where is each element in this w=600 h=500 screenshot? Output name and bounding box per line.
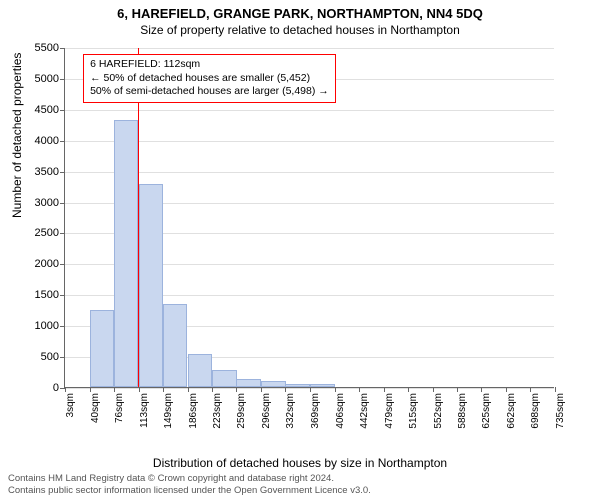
ytick-mark [60,264,65,265]
xtick-label: 3sqm [65,393,76,417]
xtick-mark [433,387,434,392]
ytick-label: 500 [41,351,59,363]
histogram-bar [114,120,139,387]
ytick-label: 5500 [35,42,59,54]
xtick-label: 40sqm [90,393,101,423]
x-axis-label: Distribution of detached houses by size … [0,456,600,470]
ytick-mark [60,141,65,142]
ytick-mark [60,203,65,204]
ytick-mark [60,172,65,173]
histogram-bar [310,384,335,387]
xtick-label: 442sqm [359,393,370,429]
ytick-mark [60,110,65,111]
xtick-mark [506,387,507,392]
xtick-mark [236,387,237,392]
histogram-bar [139,184,164,387]
histogram-bar [188,354,213,387]
footer-line-1: Contains HM Land Registry data © Crown c… [8,473,371,484]
xtick-label: 552sqm [433,393,444,429]
chart-plot-area: 0500100015002000250030003500400045005000… [64,48,554,388]
ytick-label: 2500 [35,227,59,239]
ytick-label: 1500 [35,289,59,301]
xtick-label: 479sqm [384,393,395,429]
ytick-label: 5000 [35,73,59,85]
ytick-label: 4500 [35,104,59,116]
ytick-label: 2000 [35,258,59,270]
ytick-mark [60,326,65,327]
xtick-mark [310,387,311,392]
xtick-mark [359,387,360,392]
footer-attribution: Contains HM Land Registry data © Crown c… [8,473,371,496]
xtick-label: 259sqm [236,393,247,429]
ytick-label: 3500 [35,166,59,178]
xtick-label: 698sqm [530,393,541,429]
xtick-mark [212,387,213,392]
xtick-label: 186sqm [188,393,199,429]
xtick-mark [139,387,140,392]
ytick-mark [60,295,65,296]
ytick-label: 1000 [35,320,59,332]
xtick-label: 332sqm [285,393,296,429]
xtick-label: 296sqm [261,393,272,429]
ytick-mark [60,357,65,358]
ytick-label: 4000 [35,135,59,147]
xtick-label: 76sqm [114,393,125,423]
chart-title-sub: Size of property relative to detached ho… [0,21,600,41]
annotation-line-3: 50% of semi-detached houses are larger (… [90,85,329,99]
xtick-label: 735sqm [555,393,566,429]
ytick-label: 0 [53,382,59,394]
xtick-label: 369sqm [310,393,321,429]
histogram-bar [212,370,237,387]
ytick-label: 3000 [35,197,59,209]
xtick-mark [408,387,409,392]
annotation-box: 6 HAREFIELD: 112sqm← 50% of detached hou… [83,54,336,103]
xtick-label: 223sqm [212,393,223,429]
xtick-mark [457,387,458,392]
xtick-label: 406sqm [335,393,346,429]
xtick-mark [285,387,286,392]
y-axis-label: Number of detached properties [10,53,24,218]
xtick-mark [335,387,336,392]
xtick-mark [384,387,385,392]
xtick-mark [530,387,531,392]
xtick-label: 515sqm [408,393,419,429]
xtick-mark [188,387,189,392]
xtick-mark [555,387,556,392]
histogram-bar [285,384,310,387]
footer-line-2: Contains public sector information licen… [8,485,371,496]
ytick-mark [60,233,65,234]
xtick-label: 588sqm [457,393,468,429]
histogram-bar [261,381,286,387]
histogram-bar [163,304,188,387]
ytick-mark [60,48,65,49]
annotation-line-1: 6 HAREFIELD: 112sqm [90,58,329,72]
xtick-label: 662sqm [506,393,517,429]
chart-title-main: 6, HAREFIELD, GRANGE PARK, NORTHAMPTON, … [0,0,600,21]
xtick-label: 625sqm [481,393,492,429]
histogram-bar [90,310,115,387]
xtick-mark [261,387,262,392]
histogram-bar [236,379,261,387]
xtick-mark [65,387,66,392]
xtick-label: 149sqm [163,393,174,429]
xtick-mark [90,387,91,392]
xtick-mark [481,387,482,392]
xtick-mark [163,387,164,392]
annotation-line-2: ← 50% of detached houses are smaller (5,… [90,72,329,86]
xtick-label: 113sqm [139,393,150,428]
ytick-mark [60,79,65,80]
xtick-mark [114,387,115,392]
